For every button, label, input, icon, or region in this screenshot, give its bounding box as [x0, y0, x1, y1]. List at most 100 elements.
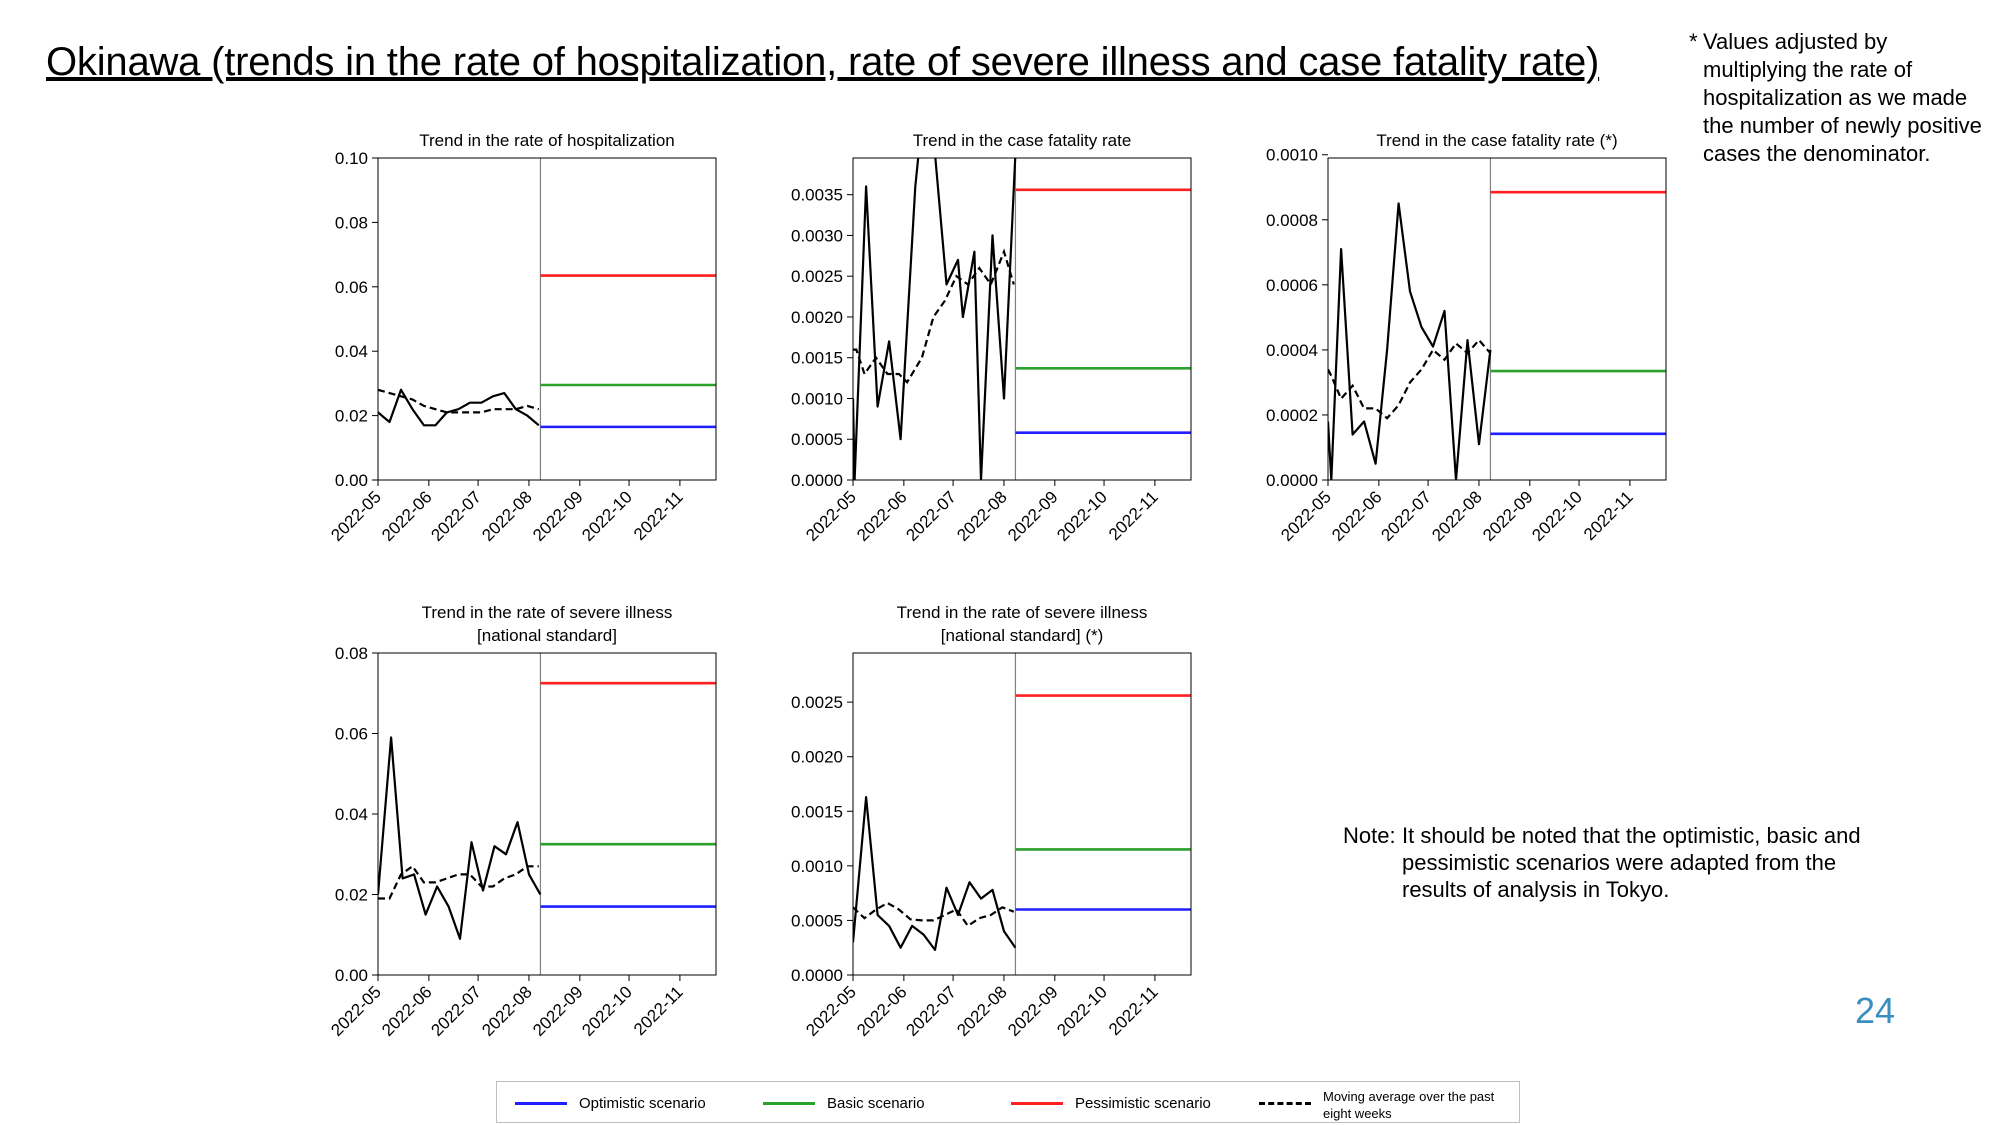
y-tick-label: 0.00: [335, 471, 368, 490]
chart-title: Trend in the case fatality rate: [913, 131, 1132, 150]
x-tick-label: 2022-05: [802, 487, 860, 545]
slide-title: Okinawa (trends in the rate of hospitali…: [46, 40, 1600, 84]
note: Note: It should be noted that the optimi…: [1343, 822, 1903, 903]
y-tick-label: 0.08: [335, 213, 368, 232]
x-tick-label: 2022-05: [802, 982, 860, 1040]
y-tick-label: 0.0025: [791, 693, 843, 712]
y-tick-label: 0.0010: [1266, 146, 1318, 165]
chart-title: Trend in the rate of severe illness: [422, 603, 673, 622]
note-label: Note:: [1343, 823, 1396, 848]
y-tick-label: 0.0002: [1266, 406, 1318, 425]
chart-title: [national standard] (*): [941, 626, 1104, 645]
plot-frame: [377, 157, 717, 481]
chart-case-fatality-rate-adjusted: Trend in the case fatality rate (*) 0.000…: [1266, 131, 1667, 545]
x-tick-label: 2022-06: [1328, 487, 1386, 545]
y-tick-label: 0.04: [335, 805, 368, 824]
x-tick-label: 2022-06: [378, 982, 436, 1040]
x-tick-label: 2022-10: [1053, 982, 1111, 1040]
legend-label-moving-average: Moving average over the past eight weeks: [1323, 1089, 1495, 1121]
y-tick-label: 0.0000: [1266, 471, 1318, 490]
x-tick-label: 2022-11: [630, 982, 687, 1039]
plot-frame: [852, 652, 1192, 976]
x-tick-label: 2022-09: [1004, 487, 1062, 545]
x-tick-label: 2022-08: [953, 982, 1011, 1040]
x-tick-label: 2022-11: [1105, 487, 1162, 544]
chart-severe-illness-rate-adjusted: Trend in the rate of severe illness [nati…: [791, 603, 1192, 1040]
legend-swatch-basic: [763, 1102, 815, 1105]
chart-case-fatality-rate: Trend in the case fatality rate 0.0000 0.0…: [791, 131, 1192, 545]
x-tick-label: 2022-10: [578, 487, 636, 545]
chart-title: Trend in the rate of severe illness: [897, 603, 1148, 622]
y-tick-label: 0.0020: [791, 748, 843, 767]
x-tick-label: 2022-11: [1580, 487, 1637, 544]
series-weekly-rate: [378, 388, 540, 427]
y-tick-label: 0.08: [335, 644, 368, 663]
y-tick-label: 0.02: [335, 407, 368, 426]
footnote-mark: *: [1689, 29, 1698, 54]
y-tick-label: 0.00: [335, 966, 368, 985]
x-tick-label: 2022-05: [327, 982, 385, 1040]
y-tick-label: 0.0005: [791, 911, 843, 930]
page-number: 24: [1855, 990, 1896, 1031]
y-tick-label: 0.0010: [791, 389, 843, 408]
x-tick-label: 2022-07: [902, 982, 960, 1040]
x-tick-label: 2022-09: [529, 487, 587, 545]
footnote: * Values adjusted by multiplying the rat…: [1689, 28, 1993, 168]
series-moving-average: [378, 864, 539, 900]
x-tick-label: 2022-06: [378, 487, 436, 545]
x-tick-label: 2022-09: [1004, 982, 1062, 1040]
legend: Optimistic scenario Basic scenario Pessi…: [496, 1081, 1520, 1123]
y-tick-label: 0.0015: [791, 349, 843, 368]
y-tick-label: 0.10: [335, 149, 368, 168]
y-tick-label: 0.0030: [791, 226, 843, 245]
y-tick-label: 0.0000: [791, 471, 843, 490]
footnote-text: Values adjusted by multiplying the rate …: [1703, 29, 1982, 166]
x-tick-label: 2022-07: [1377, 487, 1435, 545]
x-tick-label: 2022-08: [478, 982, 536, 1040]
series-weekly-rate: [853, 796, 1017, 951]
chart-title: Trend in the rate of hospitalization: [419, 131, 674, 150]
y-tick-label: 0.02: [335, 886, 368, 905]
x-tick-label: 2022-07: [427, 982, 485, 1040]
chart-title: [national standard]: [477, 626, 617, 645]
y-tick-label: 0.0010: [791, 857, 843, 876]
series-weekly-rate: [853, 158, 1017, 480]
x-tick-label: 2022-10: [1053, 487, 1111, 545]
x-tick-label: 2022-08: [478, 487, 536, 545]
series-moving-average: [1328, 338, 1492, 420]
chart-hospitalization-rate: Trend in the rate of hospitalization 0.00…: [327, 131, 717, 545]
legend-swatch-optimistic: [515, 1102, 567, 1105]
y-tick-label: 0.0000: [791, 966, 843, 985]
x-tick-label: 2022-08: [953, 487, 1011, 545]
y-tick-label: 0.0006: [1266, 276, 1318, 295]
x-tick-label: 2022-05: [327, 487, 385, 545]
series-moving-average: [853, 248, 1015, 384]
plot-frame: [377, 652, 717, 976]
plot-frame: [852, 157, 1192, 481]
legend-label-optimistic: Optimistic scenario: [579, 1095, 706, 1112]
legend-swatch-pessimistic: [1011, 1102, 1063, 1105]
plot-frame: [1327, 157, 1667, 481]
legend-label-basic: Basic scenario: [827, 1095, 925, 1112]
y-tick-label: 0.0015: [791, 802, 843, 821]
legend-swatch-moving-average: [1259, 1102, 1311, 1105]
legend-label-pessimistic: Pessimistic scenario: [1075, 1095, 1211, 1112]
x-tick-label: 2022-06: [853, 982, 911, 1040]
x-tick-label: 2022-11: [630, 487, 687, 544]
x-tick-label: 2022-10: [578, 982, 636, 1040]
series-weekly-rate: [378, 736, 542, 940]
chart-severe-illness-rate: Trend in the rate of severe illness [nati…: [327, 603, 717, 1040]
plot-data: [1328, 158, 1666, 480]
x-tick-label: 2022-08: [1428, 487, 1486, 545]
y-tick-label: 0.0004: [1266, 341, 1318, 360]
y-tick-label: 0.04: [335, 342, 368, 361]
plot-data: [378, 158, 716, 480]
plot-data: [378, 653, 716, 975]
series-moving-average: [853, 901, 1015, 928]
x-tick-label: 2022-07: [427, 487, 485, 545]
x-tick-label: 2022-09: [529, 982, 587, 1040]
y-tick-label: 0.0008: [1266, 211, 1318, 230]
series-moving-average: [378, 388, 540, 414]
x-tick-label: 2022-07: [902, 487, 960, 545]
y-tick-label: 0.0005: [791, 430, 843, 449]
